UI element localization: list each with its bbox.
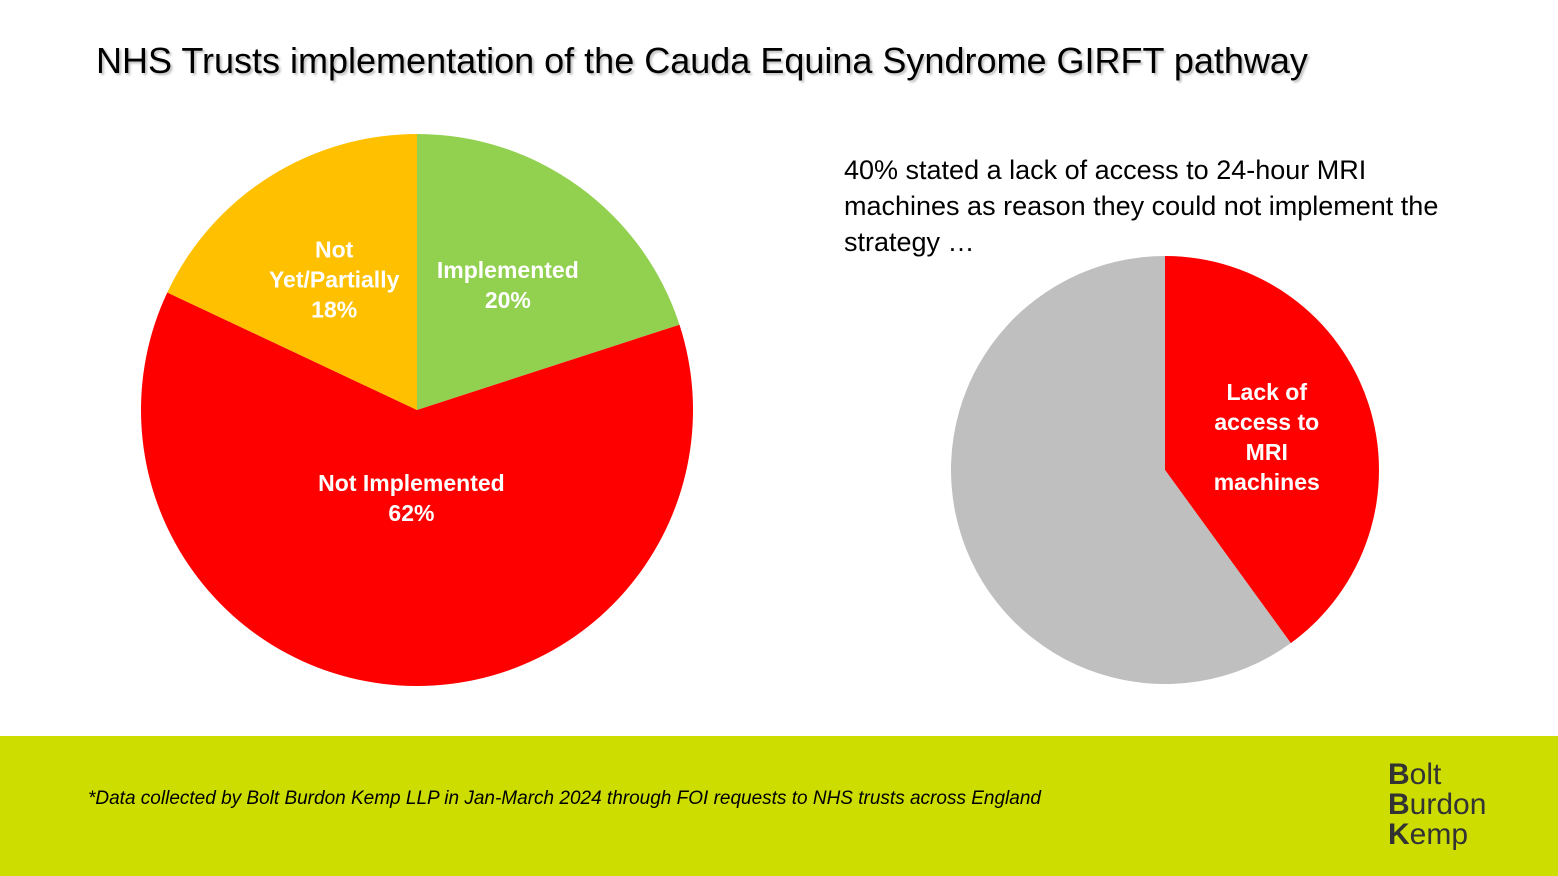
pie-slice-not-implemented [140, 292, 693, 686]
pie-label-lack-of: Lack of access to MRI machines [1214, 379, 1320, 495]
pie-label-line: Implemented [437, 257, 579, 283]
pie-slice-not [167, 134, 417, 410]
pie-slice-other [950, 256, 1291, 684]
pie-label-line: Not Implemented [318, 470, 505, 496]
logo-line-kemp: Kemp [1388, 818, 1469, 851]
pie-label-line: Yet/Partially [269, 267, 400, 293]
pie-label-line: machines [1214, 469, 1320, 495]
footer-band: *Data collected by Bolt Burdon Kemp LLP … [0, 736, 1558, 876]
logo-line-burdon: Burdon [1388, 788, 1487, 821]
data-source-footnote: *Data collected by Bolt Burdon Kemp LLP … [88, 788, 1041, 809]
pie-label-not: Not Yet/Partially 18% [269, 237, 400, 323]
mri-access-pie-chart: Lack of access to MRI machines [950, 256, 1379, 684]
pie-label-line: 20% [485, 287, 531, 313]
pie-label-line: Lack of [1226, 379, 1307, 405]
pie-label-line: 18% [311, 297, 357, 323]
logo-line-bolt: Bolt [1388, 758, 1442, 791]
implementation-pie-chart: Implemented 20% Not Implemented 62% Not Yet/P… [140, 134, 693, 686]
charts-canvas: Implemented 20% Not Implemented 62% Not Yet/P… [140, 134, 1379, 686]
pie-slice-lack-of [1165, 256, 1379, 644]
pie-label-line: access to [1214, 409, 1319, 435]
page-title: NHS Trusts implementation of the Cauda E… [96, 40, 1308, 81]
mri-annotation-text: 40% stated a lack of access to 24-hour M… [844, 155, 1439, 257]
pie-label-implemented: Implemented 20% [437, 257, 579, 313]
pie-label-line: 62% [388, 500, 434, 526]
pie-label-not-implemented: Not Implemented 62% [318, 470, 505, 526]
pie-label-line: Not [315, 237, 354, 263]
pie-slice-implemented [417, 134, 680, 410]
bolt-burdon-kemp-logo: Bolt Burdon Kemp [1388, 760, 1486, 850]
pie-label-line: MRI [1246, 439, 1288, 465]
